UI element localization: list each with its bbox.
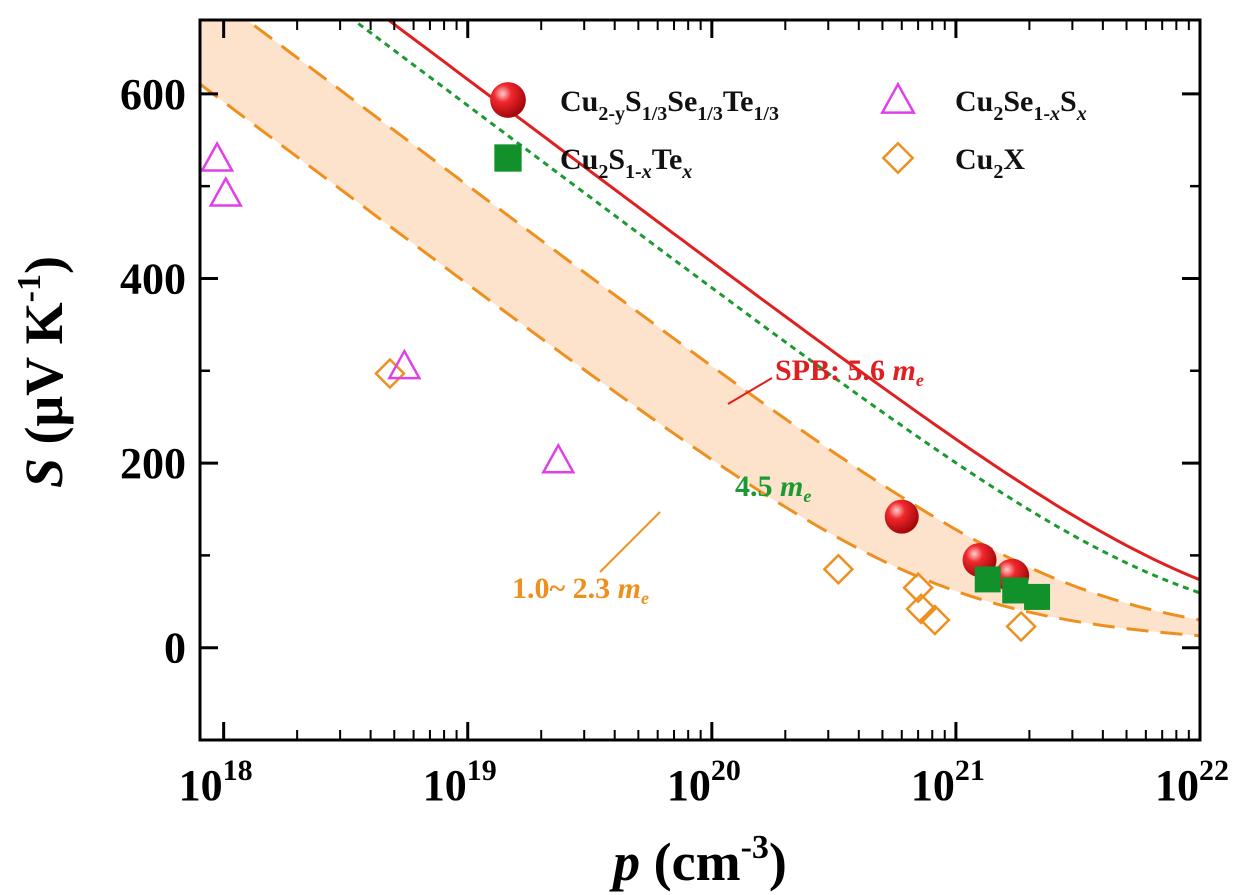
x-axis-title-unit: (cm [640, 832, 740, 892]
legend-label-cu2sesx: Cu2Se1-xSx [955, 85, 1087, 125]
annotation-leader-band-label [599, 511, 661, 573]
curve-annotations: SPB: 5.6 me 4.5 me 1.0~ 2.3 me [512, 354, 924, 608]
data-point-cu2sesx [199, 140, 235, 172]
annotation-leader-spb56-label [727, 377, 773, 405]
data-point-cu2x [822, 553, 855, 585]
data-points [199, 140, 1051, 643]
x-axis-title-close: ) [769, 832, 787, 892]
data-point-cu2x [1005, 610, 1037, 643]
data-point-cu2x [919, 604, 951, 636]
y-tick-label: 200 [120, 439, 186, 488]
x-axis-title-exponent: -3 [741, 829, 769, 866]
data-point-cu2x [374, 357, 406, 390]
x-tick-label: 1020 [667, 754, 741, 810]
data-point-cu2sesx [208, 175, 243, 207]
legend: Cu2-yS1/3Se1/3Te1/3 Cu2S1-xTex Cu2Se1-xSx C… [490, 81, 1087, 183]
legend-marker-cu2sesx [880, 81, 916, 114]
legend-label-cu2ysste: Cu2-yS1/3Se1/3Te1/3 [560, 85, 779, 125]
data-point-cu2x [902, 571, 934, 604]
y-tick-label: 400 [120, 254, 186, 303]
curve-spb23 [244, 20, 1200, 622]
legend-marker-cu2ysste [490, 82, 526, 118]
data-point-cu2sesx [387, 348, 422, 380]
data-point-cu2stex [1002, 577, 1029, 604]
data-point-cu2x [905, 593, 937, 625]
y-tick-label: 0 [164, 624, 186, 673]
y-tick-label: 600 [120, 70, 186, 119]
axis-ticks: 0 200 400 600 1018 1019 1020 1021 1022 [120, 20, 1229, 810]
annotation-spb45-label: 4.5 me [735, 470, 811, 506]
y-axis-title-close: ) [14, 256, 74, 274]
y-axis-title-symbol: S [14, 458, 74, 488]
legend-marker-cu2stex [494, 144, 522, 172]
curve-spb10 [200, 82, 1200, 638]
data-point-cu2stex [1024, 583, 1051, 610]
legend-label-cu2x: Cu2X [955, 143, 1025, 183]
spb-curves [200, 20, 1200, 638]
data-point-cu2sesx [541, 442, 576, 474]
x-axis-title-symbol: p [609, 832, 640, 892]
x-tick-label: 1021 [911, 754, 985, 810]
annotation-spb56-label: SPB: 5.6 me [775, 354, 924, 390]
x-axis-title: p (cm-3) [609, 829, 787, 892]
annotation-band-label: 1.0~ 2.3 me [512, 572, 649, 608]
legend-label-cu2stex: Cu2S1-xTex [560, 143, 692, 183]
effective-mass-band [200, 20, 1200, 636]
y-axis-title: S (μV K-1) [11, 256, 74, 488]
curve-spb56 [385, 20, 1200, 582]
y-axis-title-unit: (μV K [14, 302, 74, 458]
x-tick-label: 1022 [1155, 754, 1229, 810]
effective-mass-band-area [200, 20, 1200, 636]
x-tick-label: 1018 [179, 754, 253, 810]
x-tick-label: 1019 [423, 754, 497, 810]
legend-marker-cu2x [881, 141, 915, 175]
curve-spb45 [351, 20, 1200, 595]
data-point-cu2ysste [884, 499, 919, 534]
data-point-cu2stex [974, 566, 1001, 593]
y-axis-title-exponent: -1 [11, 274, 48, 302]
